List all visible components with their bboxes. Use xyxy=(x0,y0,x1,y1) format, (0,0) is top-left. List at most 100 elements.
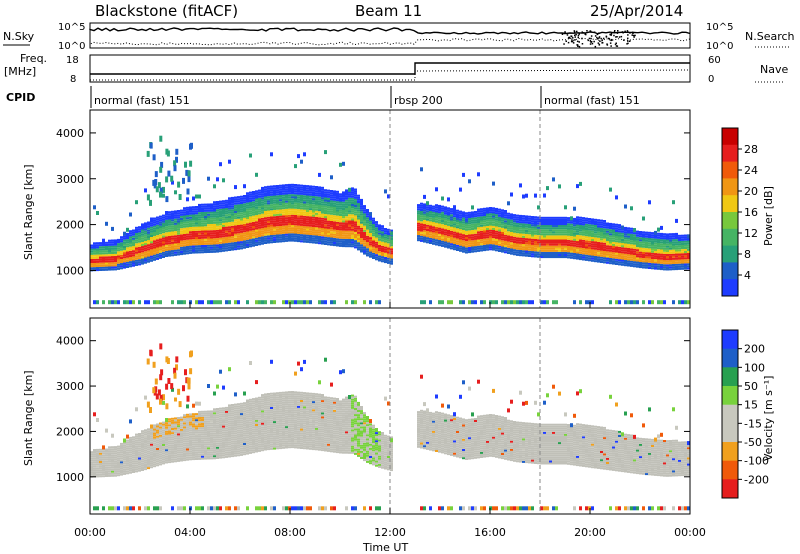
power-cell xyxy=(354,300,357,305)
power-cell xyxy=(543,300,546,305)
power-cell xyxy=(540,241,543,244)
power-cell xyxy=(207,228,210,231)
power-cell xyxy=(573,232,576,235)
power-cell xyxy=(237,300,240,305)
power-cell xyxy=(366,237,369,240)
power-cell xyxy=(426,237,429,240)
power-cell xyxy=(513,247,516,250)
power-cell xyxy=(417,237,420,240)
power-cell xyxy=(519,223,522,226)
power-cell xyxy=(336,205,339,208)
noise-traces xyxy=(89,27,691,48)
velocity-cell xyxy=(111,458,114,461)
power-cell xyxy=(468,236,471,239)
power-cell xyxy=(558,184,561,189)
velocity-cell xyxy=(108,454,111,457)
power-cell xyxy=(504,230,507,233)
freq-tick-top: 18 xyxy=(66,55,79,66)
power-cell xyxy=(564,247,567,250)
power-cell xyxy=(240,226,243,229)
power-cell xyxy=(555,216,558,219)
power-cell xyxy=(225,218,228,221)
velocity-cell xyxy=(135,437,138,440)
power-cell xyxy=(228,234,231,237)
power-cell xyxy=(315,196,318,199)
power-cell xyxy=(516,243,519,246)
power-cell xyxy=(135,235,138,238)
power-cell xyxy=(345,203,348,206)
power-cell xyxy=(648,252,651,255)
power-cell xyxy=(627,233,630,236)
power-cell xyxy=(291,216,294,219)
power-cell xyxy=(228,224,231,227)
power-cell xyxy=(435,220,438,223)
power-cell xyxy=(231,248,234,251)
power-cell xyxy=(591,245,594,248)
power-cell xyxy=(510,229,513,232)
power-cell xyxy=(579,227,582,230)
power-cell xyxy=(639,243,642,246)
power-cell xyxy=(624,245,627,248)
velocity-cell xyxy=(96,469,99,472)
power-cell xyxy=(255,223,258,226)
velocity-cell xyxy=(90,469,93,472)
power-cell xyxy=(525,231,528,234)
power-cell xyxy=(147,240,150,243)
power-cell xyxy=(654,265,657,268)
power-cell xyxy=(315,241,318,244)
velocity-cell xyxy=(123,466,126,469)
power-cell xyxy=(423,219,426,222)
power-cell xyxy=(381,233,384,236)
power-cell xyxy=(453,219,456,222)
power-cell xyxy=(474,246,477,249)
power-cell xyxy=(234,221,237,224)
power-cell xyxy=(108,260,111,263)
power-cell xyxy=(585,232,588,235)
noise-search-point xyxy=(627,40,629,42)
power-cell xyxy=(255,196,258,199)
power-cell xyxy=(342,199,345,202)
power-cell xyxy=(456,236,459,239)
power-cell xyxy=(513,218,516,221)
power-cell xyxy=(546,251,549,254)
velocity-cell xyxy=(150,445,153,448)
power-cell xyxy=(327,226,330,229)
power-cell xyxy=(225,212,228,215)
power-cell xyxy=(96,250,99,253)
power-cell xyxy=(300,217,303,220)
power-cell xyxy=(126,253,129,256)
power-cell xyxy=(606,257,609,260)
velocity-cell xyxy=(147,438,150,441)
power-cell xyxy=(186,250,189,253)
power-cell xyxy=(282,238,285,241)
power-cell xyxy=(678,253,681,256)
power-cell xyxy=(279,211,282,214)
velocity-cell xyxy=(114,474,117,477)
power-cell xyxy=(588,259,591,262)
power-cell xyxy=(624,226,627,229)
power-cell xyxy=(309,237,312,240)
power-cell xyxy=(450,228,453,231)
power-cell xyxy=(183,227,186,230)
power-cell xyxy=(591,237,594,240)
velocity-cell xyxy=(147,440,150,443)
power-cell xyxy=(675,253,678,256)
velocity-cell xyxy=(126,445,129,448)
power-cell xyxy=(360,219,363,222)
power-cell xyxy=(150,255,153,258)
power-cell xyxy=(381,235,384,238)
velocity-cell xyxy=(96,506,99,511)
velocity-cell xyxy=(108,448,111,451)
power-cell xyxy=(270,202,273,205)
power-cell xyxy=(174,218,177,221)
power-cell xyxy=(621,251,624,254)
power-cell xyxy=(687,240,690,243)
velocity-cell xyxy=(150,437,153,440)
power-cell xyxy=(300,194,303,197)
power-cell xyxy=(219,225,222,228)
power-cell xyxy=(149,199,152,206)
power-cell xyxy=(654,238,657,241)
power-cell xyxy=(567,239,570,242)
power-cell xyxy=(360,209,363,212)
power-cell xyxy=(435,241,438,244)
